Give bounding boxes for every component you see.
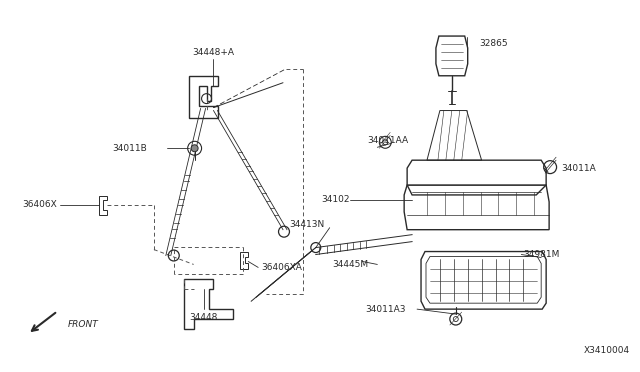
Text: 34011A: 34011A bbox=[561, 164, 596, 173]
Text: 34011AA: 34011AA bbox=[367, 136, 408, 145]
Text: X3410004: X3410004 bbox=[584, 346, 630, 355]
Text: FRONT: FRONT bbox=[68, 320, 99, 328]
Text: 34448: 34448 bbox=[189, 312, 218, 321]
Text: 34445M: 34445M bbox=[333, 260, 369, 269]
Text: 36406X: 36406X bbox=[22, 201, 56, 209]
Text: 36406XA: 36406XA bbox=[261, 263, 302, 272]
Text: 34011B: 34011B bbox=[112, 144, 147, 153]
Text: 34413N: 34413N bbox=[289, 220, 324, 229]
Text: 32865: 32865 bbox=[479, 39, 508, 48]
Text: 34981M: 34981M bbox=[524, 250, 560, 259]
Text: 34448+A: 34448+A bbox=[193, 48, 234, 57]
Text: 34011A3: 34011A3 bbox=[365, 305, 406, 314]
Circle shape bbox=[191, 145, 198, 152]
Text: 34102: 34102 bbox=[321, 195, 349, 204]
